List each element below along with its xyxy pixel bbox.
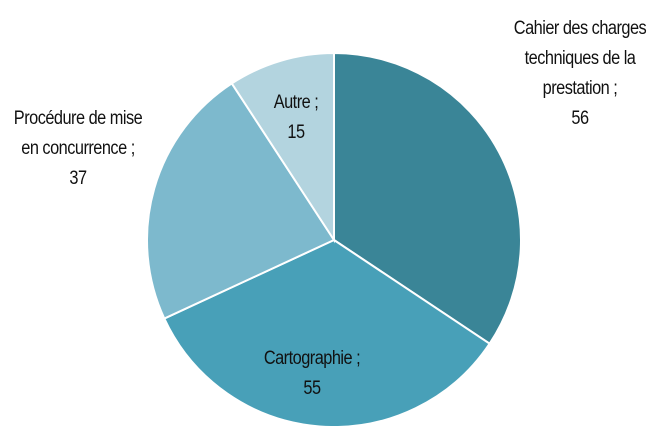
label-name: Cahier des charges techniques de la pres… (513, 18, 647, 99)
pie-slice (230, 51, 335, 244)
data-label: Cahier des charges techniques de la pres… (511, 14, 649, 134)
label-separator: ; (356, 348, 361, 369)
label-name: Procédure de mise en concurrence (13, 108, 143, 159)
label-value: 56 (571, 108, 589, 129)
pie-slice (162, 238, 491, 426)
data-label: Procédure de mise en concurrence ; 37 (5, 104, 151, 194)
label-name: Cartographie (263, 348, 353, 369)
label-value: 55 (303, 378, 321, 399)
label-name: Autre (273, 92, 311, 113)
label-value: 15 (287, 122, 305, 143)
label-value: 37 (69, 168, 87, 189)
data-label: Cartographie ; 55 (230, 344, 393, 404)
label-separator: ; (314, 92, 319, 113)
label-separator: ; (613, 78, 618, 99)
data-label: Autre ; 15 (257, 88, 334, 148)
label-separator: ; (130, 138, 136, 159)
pie-slice (146, 82, 336, 320)
